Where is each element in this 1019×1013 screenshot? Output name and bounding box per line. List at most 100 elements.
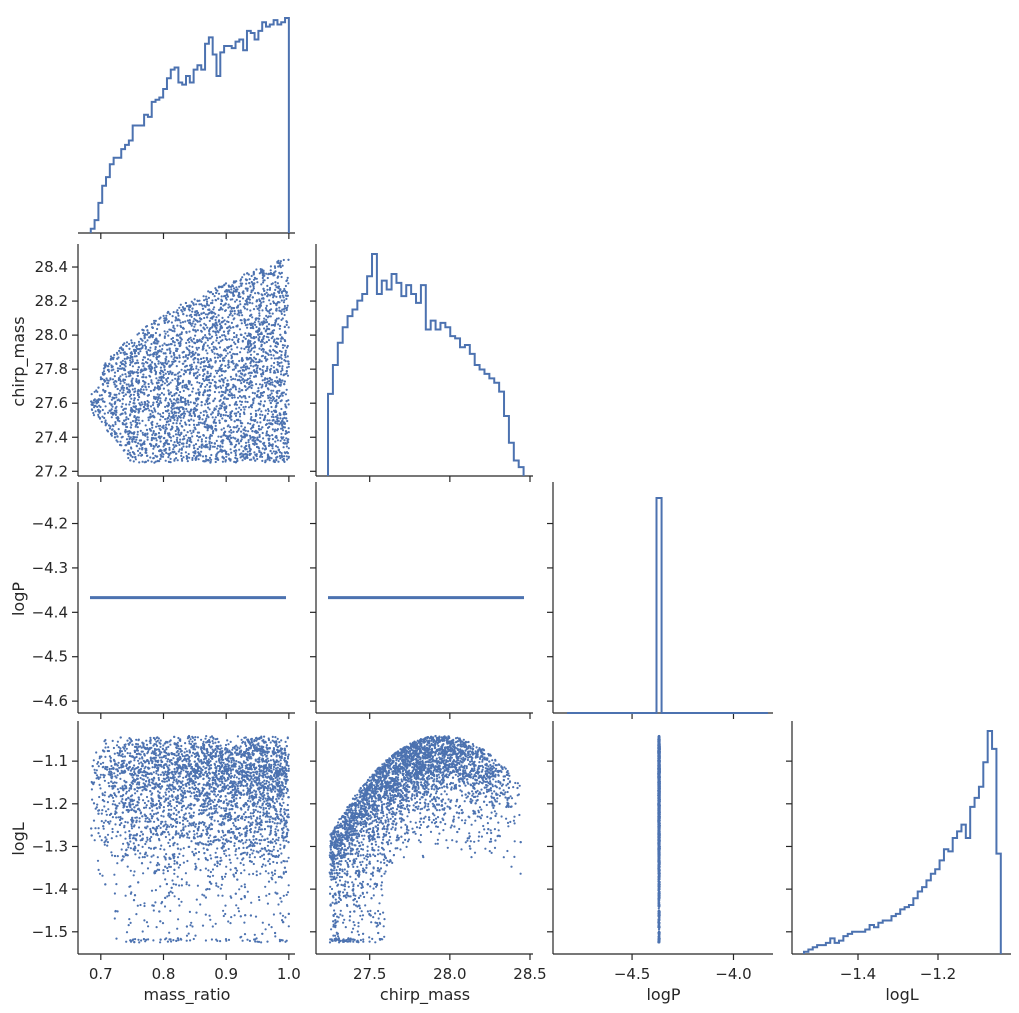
scatter-point xyxy=(244,447,246,449)
scatter-point xyxy=(231,298,233,300)
scatter-point xyxy=(277,343,279,345)
scatter-point xyxy=(160,429,162,431)
scatter-point xyxy=(126,383,128,385)
scatter-point xyxy=(273,913,275,915)
scatter-point xyxy=(233,824,235,826)
scatter-point xyxy=(232,431,234,433)
scatter-point xyxy=(187,320,189,322)
scatter-point xyxy=(130,356,132,358)
scatter-point xyxy=(114,892,116,894)
scatter-point xyxy=(247,358,249,360)
scatter-point xyxy=(259,300,261,302)
scatter-point xyxy=(271,411,273,413)
scatter-point xyxy=(142,461,144,463)
scatter-point xyxy=(267,845,269,847)
scatter-point xyxy=(108,363,110,365)
scatter-point xyxy=(255,430,257,432)
scatter-point xyxy=(190,441,192,443)
scatter-point xyxy=(135,739,137,741)
scatter-point xyxy=(272,736,274,738)
scatter-point xyxy=(262,371,264,373)
x-tick-label: −4.0 xyxy=(715,965,751,983)
scatter-point xyxy=(236,299,238,301)
scatter-point xyxy=(251,387,253,389)
scatter-point xyxy=(211,351,213,353)
scatter-point xyxy=(155,396,157,398)
scatter-point xyxy=(159,334,161,336)
scatter-point xyxy=(233,294,235,296)
scatter-point xyxy=(170,458,172,460)
scatter-point xyxy=(169,352,171,354)
scatter-point xyxy=(269,312,271,314)
scatter-point xyxy=(234,774,236,776)
scatter-point xyxy=(253,285,255,287)
scatter-point xyxy=(264,357,266,359)
scatter-point xyxy=(247,349,249,351)
scatter-point xyxy=(208,297,210,299)
scatter-point xyxy=(200,358,202,360)
scatter-point xyxy=(262,373,264,375)
scatter-point xyxy=(112,412,114,414)
scatter-point xyxy=(266,769,268,771)
scatter-point xyxy=(270,457,272,459)
scatter-point xyxy=(230,452,232,454)
scatter-point xyxy=(184,421,186,423)
scatter-point xyxy=(179,357,181,359)
scatter-point xyxy=(117,416,119,418)
scatter-point xyxy=(153,389,155,391)
scatter-point xyxy=(171,379,173,381)
scatter-point xyxy=(255,358,257,360)
scatter-point xyxy=(269,394,271,396)
scatter-point xyxy=(138,844,140,846)
scatter-point xyxy=(198,422,200,424)
scatter-point xyxy=(212,432,214,434)
scatter-point xyxy=(193,455,195,457)
scatter-point xyxy=(123,395,125,397)
scatter-point xyxy=(270,406,272,408)
scatter-point xyxy=(118,350,120,352)
scatter-point xyxy=(278,307,280,309)
scatter-point xyxy=(214,357,216,359)
scatter-point xyxy=(214,428,216,430)
x-axis-label: logL xyxy=(885,985,918,1004)
scatter-point xyxy=(134,411,136,413)
scatter-point xyxy=(162,922,164,924)
scatter-point xyxy=(225,411,227,413)
scatter-point xyxy=(167,409,169,411)
scatter-point xyxy=(95,389,97,391)
scatter-point xyxy=(165,452,167,454)
scatter-point xyxy=(255,414,257,416)
scatter-point xyxy=(256,453,258,455)
scatter-point xyxy=(193,412,195,414)
scatter-point xyxy=(286,455,288,457)
scatter-point xyxy=(163,343,165,345)
scatter-point xyxy=(252,296,254,298)
scatter-point xyxy=(217,370,219,372)
scatter-point xyxy=(205,410,207,412)
scatter-point xyxy=(263,419,265,421)
scatter-point xyxy=(151,415,153,417)
scatter-point xyxy=(175,317,177,319)
scatter-point xyxy=(225,453,227,455)
scatter-point xyxy=(257,431,259,433)
scatter-point xyxy=(225,355,227,357)
scatter-point xyxy=(102,409,104,411)
scatter-point xyxy=(130,398,132,400)
scatter-point xyxy=(235,286,237,288)
scatter-point xyxy=(148,375,150,377)
scatter-point xyxy=(276,395,278,397)
scatter-point xyxy=(153,446,155,448)
scatter-point xyxy=(203,414,205,416)
scatter-point xyxy=(168,390,170,392)
scatter-point xyxy=(122,436,124,438)
panel-1-1 xyxy=(310,244,533,482)
scatter-point xyxy=(280,400,282,402)
scatter-point xyxy=(169,398,171,400)
scatter-point xyxy=(180,452,182,454)
scatter-point xyxy=(131,353,133,355)
scatter-point xyxy=(214,442,216,444)
scatter-point xyxy=(191,755,193,757)
scatter-point xyxy=(277,301,279,303)
scatter-point xyxy=(273,272,275,274)
scatter-point xyxy=(234,445,236,447)
